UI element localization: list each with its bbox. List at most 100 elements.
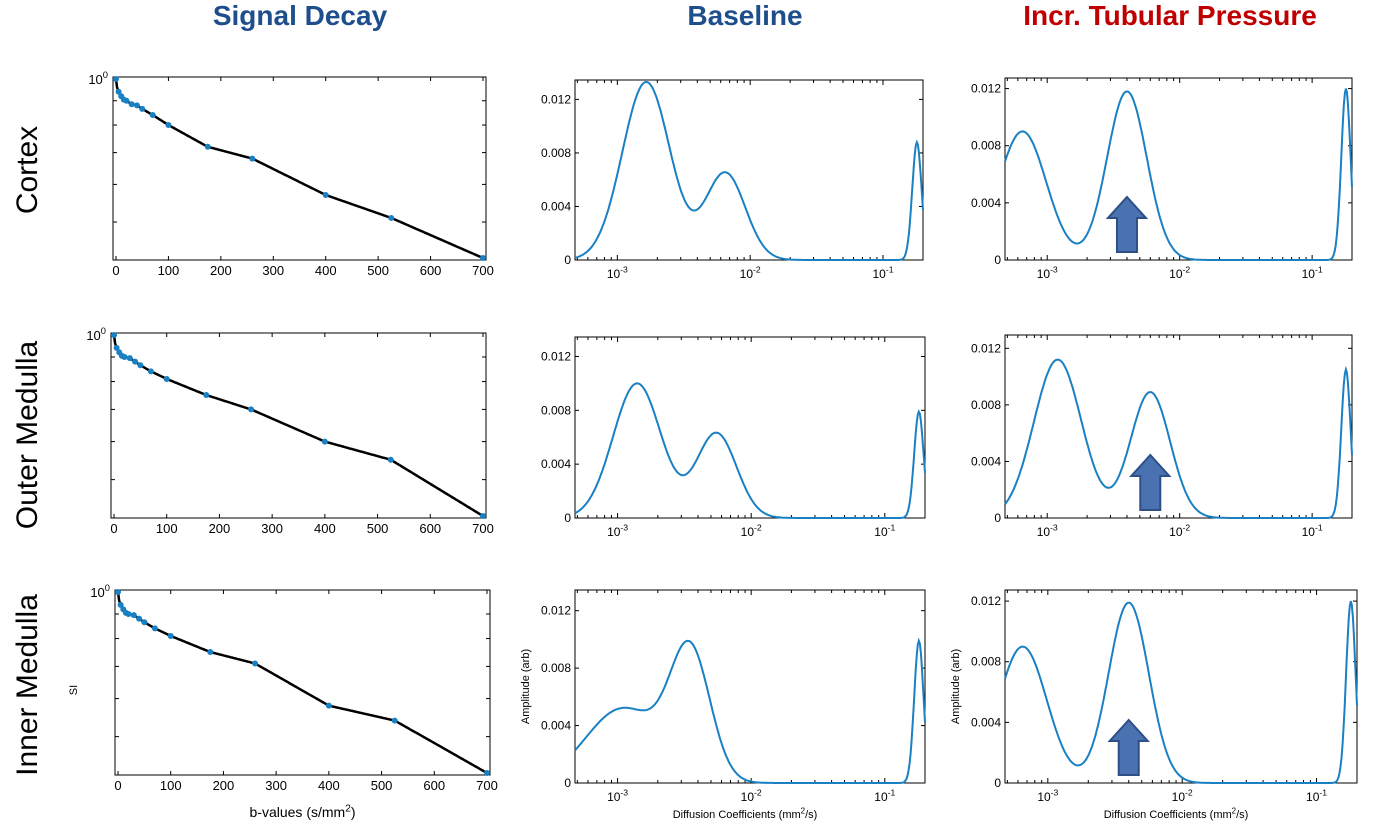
x-tick-label: 500 — [371, 778, 393, 793]
y-axis-label: Amplitude (arb) — [520, 649, 532, 724]
x-tick-label: 10-2 — [1169, 265, 1190, 281]
data-point — [321, 438, 328, 445]
y-tick-label: 0.012 — [971, 82, 1001, 96]
data-point — [391, 717, 398, 724]
decay-panel-0: 0 100 200 300 400 500 600 700 100 — [88, 70, 494, 278]
data-point — [325, 702, 332, 709]
x-tick-label: 10-1 — [874, 788, 895, 804]
y-tick-label: 0.012 — [541, 92, 571, 106]
distribution-panel-3: 0 0.004 0.008 0.012 10-3 10-2 10-1 — [971, 334, 1353, 539]
x-tick-label: 700 — [472, 521, 494, 536]
x-tick-label: 10-2 — [741, 523, 762, 539]
fit-curve — [114, 78, 484, 260]
x-tick-label: 10-2 — [741, 788, 762, 804]
data-point — [203, 392, 210, 399]
y-tick-label: 0.012 — [541, 349, 571, 363]
x-tick-label: 600 — [419, 521, 441, 536]
x-tick-label: 0 — [114, 778, 121, 793]
y-tick-label: 0.004 — [541, 457, 571, 471]
dist-axes-frame — [574, 589, 926, 784]
x-axis-label: Diffusion Coefficients (mm2/s) — [673, 807, 818, 821]
y-axis-label: SI — [68, 685, 80, 695]
decay-axes-frame — [112, 76, 487, 261]
x-tick-label: 300 — [265, 778, 287, 793]
y-tick-label: 0.012 — [971, 594, 1001, 608]
data-point — [132, 358, 139, 365]
x-tick-label: 500 — [367, 521, 389, 536]
x-tick-label: 10-3 — [1037, 523, 1058, 539]
y-tick-label: 0 — [564, 511, 571, 525]
y-tick-label: 0.008 — [971, 655, 1001, 669]
x-tick-label: 300 — [261, 521, 283, 536]
x-tick-label: 400 — [318, 778, 340, 793]
data-point — [115, 88, 122, 95]
increase-arrow-icon — [1129, 453, 1172, 511]
distribution-panel-5: 0 0.004 0.008 0.012 10-3 10-2 10-1 Diffusion Co… — [950, 589, 1358, 821]
decay-axes-frame — [114, 589, 491, 776]
data-point — [147, 368, 154, 375]
decay-panel-1: 0 100 200 300 400 500 600 700 100 — [86, 326, 494, 536]
data-point — [149, 111, 156, 118]
data-point — [117, 601, 124, 608]
data-point — [113, 344, 120, 351]
x-tick-label: 10-1 — [872, 265, 893, 281]
spectrum-curve — [574, 382, 926, 519]
x-tick-label: 10-3 — [1037, 265, 1058, 281]
x-tick-label: 10-1 — [1306, 788, 1327, 804]
y-tick-label: 100 — [90, 583, 110, 600]
data-point — [123, 97, 130, 104]
x-tick-label: 10-1 — [1302, 265, 1323, 281]
decay-panel-2: 0 100 200 300 400 500 600 700 100 b-values (s/mm2… — [68, 583, 498, 820]
dist-axes-frame — [1004, 77, 1353, 261]
x-tick-label: 100 — [156, 521, 178, 536]
data-point — [252, 660, 259, 667]
data-point — [322, 191, 329, 198]
data-point — [133, 102, 140, 109]
distribution-panel-0: 0 0.004 0.008 0.012 10-3 10-2 10-1 — [541, 79, 924, 281]
spectrum-curve — [574, 637, 926, 784]
data-point — [111, 332, 117, 338]
x-axis-label: b-values (s/mm2) — [250, 803, 356, 820]
x-tick-label: 10-2 — [1169, 523, 1190, 539]
data-point — [136, 615, 143, 622]
dist-axes-frame — [574, 336, 926, 519]
distribution-panel-4: 0 0.004 0.008 0.012 10-3 10-2 10-1 Diffusion Co… — [520, 589, 926, 821]
x-tick-label: 100 — [160, 778, 182, 793]
spectrum-curve — [1004, 600, 1358, 784]
data-point — [249, 155, 256, 162]
y-tick-label: 0.004 — [541, 199, 571, 213]
increase-arrow-icon — [1107, 718, 1150, 776]
y-tick-label: 0.012 — [541, 604, 571, 618]
spectrum-curve — [1004, 358, 1353, 519]
dist-axes-frame — [1004, 334, 1353, 519]
fit-curve — [116, 591, 488, 775]
dist-axes-frame — [1004, 589, 1358, 784]
x-tick-label: 700 — [476, 778, 498, 793]
x-tick-label: 0 — [110, 521, 117, 536]
x-tick-label: 10-1 — [1302, 523, 1323, 539]
x-tick-label: 200 — [213, 778, 235, 793]
fit-curve — [112, 334, 484, 518]
y-tick-label: 0.004 — [971, 715, 1001, 729]
x-tick-label: 10-2 — [740, 265, 761, 281]
x-tick-label: 10-3 — [607, 523, 628, 539]
data-point — [137, 362, 144, 369]
x-tick-label: 400 — [314, 521, 336, 536]
x-tick-label: 10-2 — [1172, 788, 1193, 804]
y-tick-label: 0.008 — [541, 403, 571, 417]
data-point — [151, 625, 158, 632]
increase-arrow-icon — [1105, 195, 1149, 253]
x-tick-label: 0 — [112, 263, 119, 278]
column-title-pressure: Incr. Tubular Pressure — [1023, 0, 1317, 31]
x-tick-label: 600 — [423, 778, 445, 793]
spectrum-curve — [1004, 88, 1353, 261]
x-tick-label: 200 — [209, 521, 231, 536]
y-tick-label: 0.008 — [541, 661, 571, 675]
x-tick-label: 100 — [158, 263, 180, 278]
x-tick-label: 10-1 — [874, 523, 895, 539]
x-tick-label: 400 — [315, 263, 337, 278]
data-point — [388, 214, 395, 221]
y-tick-label: 0 — [564, 776, 571, 790]
spectrum-curve — [574, 81, 924, 261]
